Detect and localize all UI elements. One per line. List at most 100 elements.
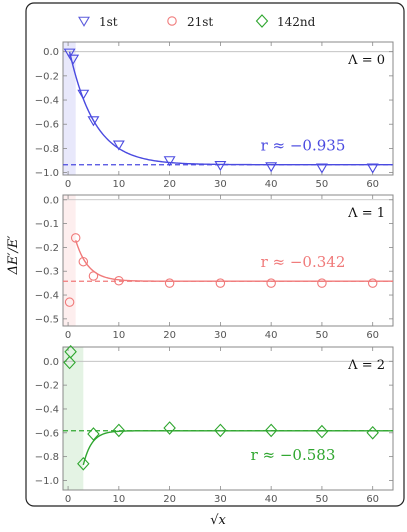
panel-frame: [62, 41, 394, 176]
data-point: [366, 163, 379, 174]
x-tick-label: 40: [265, 179, 278, 190]
data-point: [77, 456, 90, 471]
panel-frame: [62, 346, 394, 491]
y-tick-label: −0.2: [35, 243, 59, 254]
x-tick-label: 0: [65, 494, 71, 505]
data-point: [264, 423, 278, 438]
r-annotation: r ≈ −0.583: [251, 446, 336, 464]
x-tick-label: 20: [163, 494, 176, 505]
data-point: [163, 421, 176, 435]
legend-label: 142nd: [277, 15, 316, 29]
data-point: [367, 278, 378, 288]
panel-2: 0.0 −0.1 −0.2 −0.3 −0.4 −0.5 0 10 20 30 40 50 60 Λ = …: [35, 194, 394, 341]
data-point: [63, 48, 76, 59]
y-tick-label: −0.8: [35, 144, 59, 155]
data-point: [315, 424, 329, 439]
x-tick-label: 0: [65, 179, 71, 190]
y-tick-label: 0.0: [43, 47, 59, 58]
x-tick-label: 50: [316, 179, 329, 190]
data-point: [114, 275, 124, 286]
data-point: [163, 156, 176, 167]
y-axis-label: ΔE′/E′: [6, 236, 21, 276]
legend-label: 21st: [187, 15, 213, 29]
data-point: [112, 140, 125, 151]
r-annotation: r ≈ −0.935: [261, 137, 346, 155]
data-point: [315, 163, 328, 174]
legend-label: 1st: [99, 15, 118, 29]
y-tick-label: −0.4: [35, 96, 59, 107]
shaded-region: [63, 42, 76, 175]
y-tick-label: −0.5: [35, 314, 59, 325]
data-point: [87, 116, 100, 127]
data-point: [317, 278, 327, 288]
panel-label: Λ = 1: [347, 206, 385, 221]
panel-frame: [62, 194, 394, 327]
panels: 0.0 −0.2 −0.4 −0.6 −0.8 −1.0 0 10 20 30 40 50 60 Λ = …: [35, 41, 394, 505]
data-point: [78, 256, 89, 267]
y-tick-label: −0.3: [35, 267, 59, 278]
data-point: [215, 278, 226, 288]
data-point: [77, 89, 90, 100]
legend-entry: 21st: [167, 15, 213, 29]
panel-label: Λ = 0: [347, 53, 385, 68]
data-point: [70, 233, 81, 243]
data-point: [164, 278, 175, 288]
fit-curve: [75, 240, 393, 282]
fit-curve: [82, 430, 393, 466]
legend-marker: [167, 16, 177, 26]
x-tick-label: 50: [316, 494, 329, 505]
data-point: [63, 355, 76, 370]
y-tick-label: −0.6: [35, 120, 59, 131]
x-tick-label: 20: [163, 179, 176, 190]
panel-label: Λ = 2: [347, 358, 385, 373]
data-point: [265, 162, 278, 173]
y-tick-label: −1.0: [35, 476, 59, 487]
legend: 1st 21st 142nd: [78, 14, 316, 29]
x-tick-label: 0: [65, 330, 71, 341]
x-tick-label: 40: [265, 494, 278, 505]
y-tick-label: −0.6: [35, 428, 59, 439]
panel-3: 0.0 −0.2 −0.4 −0.6 −0.8 −1.0 0 10 20 30 40 50 60 Λ = …: [35, 344, 394, 505]
y-tick-label: 0.0: [43, 195, 59, 206]
legend-marker: [255, 14, 269, 28]
x-tick-label: 50: [316, 330, 329, 341]
x-tick-label: 30: [214, 179, 227, 190]
data-point: [88, 271, 99, 281]
y-tick-label: −0.4: [35, 291, 59, 302]
legend-entry: 1st: [78, 15, 118, 29]
data-point: [112, 423, 126, 438]
x-tick-label: 30: [214, 330, 227, 341]
data-point: [214, 161, 227, 172]
data-point: [366, 425, 379, 440]
data-point: [266, 278, 276, 288]
x-tick-label: 10: [112, 494, 125, 505]
data-point: [214, 423, 227, 438]
panel-1: 0.0 −0.2 −0.4 −0.6 −0.8 −1.0 0 10 20 30 40 50 60 Λ = …: [35, 41, 394, 190]
r-annotation: r ≈ −0.342: [261, 253, 346, 271]
legend-entry: 142nd: [255, 14, 316, 29]
y-tick-label: −1.0: [35, 168, 59, 179]
data-point: [64, 297, 75, 307]
data-point: [87, 427, 100, 441]
y-tick-label: −0.2: [35, 71, 59, 82]
x-tick-label: 60: [366, 494, 379, 505]
x-tick-label: 20: [163, 330, 176, 341]
figure-frame: [25, 2, 405, 507]
x-tick-label: 30: [214, 494, 227, 505]
x-tick-label: 60: [366, 330, 379, 341]
x-tick-label: 10: [112, 179, 125, 190]
y-tick-label: −0.1: [35, 219, 59, 230]
legend-marker: [78, 16, 90, 27]
shaded-region: [63, 347, 84, 490]
fit-curve: [68, 51, 392, 166]
y-tick-label: −0.8: [35, 452, 59, 463]
y-tick-label: −0.2: [35, 381, 59, 392]
y-tick-label: −0.4: [35, 404, 59, 415]
x-axis-label: √x: [210, 513, 226, 528]
x-tick-label: 10: [112, 330, 125, 341]
data-point: [67, 54, 80, 65]
x-tick-label: 40: [265, 330, 278, 341]
x-tick-label: 60: [366, 179, 379, 190]
shaded-region: [63, 195, 76, 326]
